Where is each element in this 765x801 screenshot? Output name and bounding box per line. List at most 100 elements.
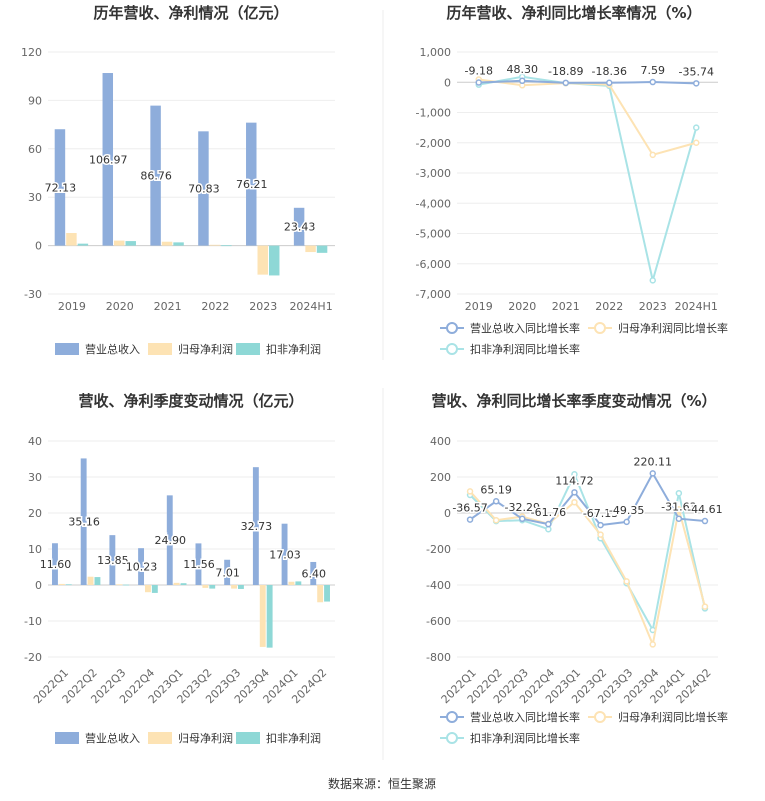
data-label-3-4: 24.90	[155, 534, 187, 547]
legend-swatch-1-2	[236, 343, 260, 355]
point-4-s1-1	[492, 498, 500, 505]
x-tick-label-2-0: 2019	[465, 300, 493, 313]
legend-marker-2-1	[594, 322, 606, 334]
data-label-4-7: 220.11	[634, 455, 673, 468]
data-label-1-3: 70.83	[188, 182, 220, 195]
data-label-3-3: 10.23	[126, 561, 158, 574]
data-label-2-0: -9.18	[465, 65, 493, 78]
data-label-1-0: 72.13	[45, 181, 77, 194]
point-4-s2-5	[597, 531, 604, 538]
x-tick-label-2-2: 2021	[552, 300, 580, 313]
legend-label-4-1: 归母净利润同比增长率	[618, 710, 728, 724]
x-tick-label-2-5: 2024H1	[675, 300, 718, 313]
y-tick-label-1-1: 90	[28, 94, 42, 107]
bar-3-s3-8	[295, 581, 302, 585]
y-tick-label-2-8: -7,000	[416, 288, 451, 301]
legend-marker-2-0	[446, 322, 458, 334]
bar-3-s3-0	[65, 584, 72, 586]
bar-1-s2-4	[257, 245, 268, 275]
point-4-s1-8	[675, 515, 683, 522]
point-4-s2-4	[571, 498, 578, 506]
point-4-s2-0	[466, 488, 474, 495]
bar-3-s1-2	[109, 535, 116, 585]
bar-3-s1-7	[252, 467, 259, 585]
legend-label-1-0: 营业总收入	[85, 342, 140, 356]
y-tick-label-4-2: 0	[444, 507, 451, 520]
data-label-3-8: 17.03	[269, 548, 301, 561]
data-label-3-0: 11.60	[40, 558, 72, 571]
data-label-4-3: -61.76	[531, 506, 566, 519]
point-4-s1-4	[571, 489, 578, 496]
legend-swatch-3-1	[148, 732, 172, 744]
y-tick-label-4-3: -200	[426, 543, 451, 556]
bar-3-s2-2	[116, 584, 123, 586]
data-label-4-4: 114.72	[555, 474, 594, 487]
bar-3-s2-3	[145, 585, 151, 593]
line-4-s1	[469, 471, 706, 527]
data-label-1-2: 86.76	[140, 170, 172, 183]
bar-1-s3-3	[221, 245, 232, 247]
bar-3-s1-8	[281, 523, 288, 585]
data-label-2-3: -18.36	[592, 65, 627, 78]
chart-title-4: 营收、净利同比增长率季度变动情况（%）	[431, 392, 716, 410]
point-2-s3-5	[693, 124, 700, 131]
y-tick-label-4-5: -600	[426, 615, 451, 628]
data-label-1-4: 76.21	[236, 178, 268, 191]
legend-swatch-3-2	[236, 732, 260, 744]
data-label-3-7: 32.73	[241, 520, 273, 533]
point-4-s3-8	[675, 489, 683, 497]
line-4-s2	[469, 490, 706, 648]
point-2-s1-2	[562, 79, 569, 87]
y-tick-label-1-3: 30	[28, 191, 42, 204]
legend-swatch-1-1	[148, 343, 172, 355]
bar-1-s3-2	[173, 242, 184, 246]
bar-3-s3-6	[237, 585, 244, 589]
y-tick-label-3-4: 0	[35, 579, 42, 592]
bar-3-s1-4	[166, 495, 173, 585]
bar-1-s1-2	[150, 105, 161, 246]
y-tick-label-2-0: 1,000	[420, 46, 452, 59]
y-tick-label-2-3: -2,000	[416, 137, 451, 150]
y-tick-label-1-5: -30	[24, 288, 42, 301]
y-tick-label-2-7: -6,000	[416, 258, 451, 271]
legend-marker-2-2	[446, 343, 458, 355]
x-tick-label-2-1: 2020	[508, 300, 536, 313]
legend-label-3-1: 归母净利润	[178, 731, 233, 745]
y-tick-label-2-4: -3,000	[416, 167, 451, 180]
y-tick-label-3-0: 40	[28, 435, 42, 448]
legend-label-2-0: 营业总收入同比增长率	[470, 321, 580, 335]
legend-marker-4-0	[446, 711, 458, 723]
bar-3-s1-9	[310, 561, 317, 585]
bar-3-s1-1	[80, 458, 87, 585]
legend-marker-4-1	[594, 711, 606, 723]
bar-3-s3-7	[266, 585, 273, 648]
y-tick-label-1-4: 0	[35, 240, 42, 253]
point-4-s3-4	[571, 471, 578, 478]
bar-3-s3-2	[123, 584, 130, 586]
bar-3-s2-1	[87, 576, 94, 585]
point-4-s2-6	[623, 578, 630, 585]
point-4-s2-7	[649, 641, 656, 648]
data-label-2-5: -35.74	[679, 65, 714, 78]
bar-3-s2-5	[202, 585, 209, 588]
data-label-2-1: 48.30	[507, 63, 539, 76]
data-label-3-2: 13.85	[97, 554, 129, 567]
bar-1-s3-0	[77, 243, 89, 246]
y-tick-label-3-6: -20	[24, 651, 42, 664]
legend-swatch-3-0	[55, 732, 79, 744]
line-2-s1	[478, 79, 697, 85]
point-4-s1-2	[519, 515, 526, 523]
x-tick-label-2-3: 2022	[595, 300, 623, 313]
legend-swatch-1-0	[55, 343, 79, 355]
point-4-s3-3	[545, 525, 552, 533]
y-tick-label-3-5: -10	[24, 615, 42, 628]
y-tick-label-1-2: 60	[28, 143, 42, 156]
y-tick-label-3-3: 10	[28, 543, 42, 556]
y-tick-label-2-1: 0	[444, 76, 451, 89]
data-label-3-6: 7.01	[215, 566, 240, 579]
bar-1-s2-0	[66, 233, 77, 246]
line-2-s2	[478, 78, 697, 157]
y-tick-label-1-0: 120	[21, 46, 42, 59]
point-2-s1-4	[649, 78, 656, 86]
bar-3-s3-4	[180, 583, 187, 585]
